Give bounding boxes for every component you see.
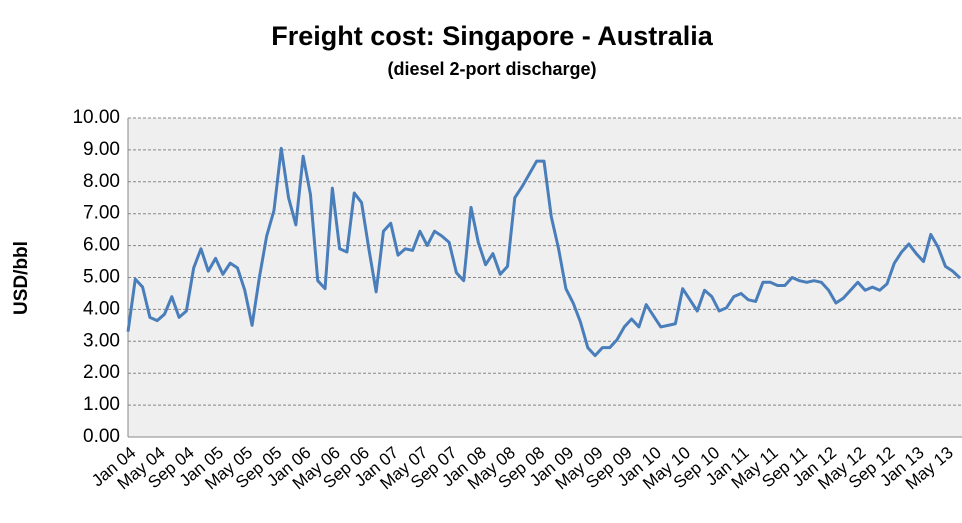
y-tick-label: 0.00 [83, 426, 120, 447]
y-tick-label: 1.00 [83, 394, 120, 415]
y-tick-label: 10.00 [72, 107, 120, 128]
y-tick-label: 7.00 [83, 203, 120, 224]
y-axis-label: USD/bbl [11, 241, 32, 315]
series-line [126, 146, 962, 358]
chart-subtitle: (diesel 2-port discharge) [387, 59, 596, 79]
chart-title: Freight cost: Singapore - Australia [271, 21, 714, 51]
y-tick-label: 2.00 [83, 362, 120, 383]
y-tick-label: 4.00 [83, 298, 120, 319]
y-tick-label: 9.00 [83, 139, 120, 160]
y-tick-label: 5.00 [83, 267, 120, 288]
y-tick-label: 8.00 [83, 171, 120, 192]
y-tick-label: 6.00 [83, 235, 120, 256]
y-tick-label: 3.00 [83, 330, 120, 351]
